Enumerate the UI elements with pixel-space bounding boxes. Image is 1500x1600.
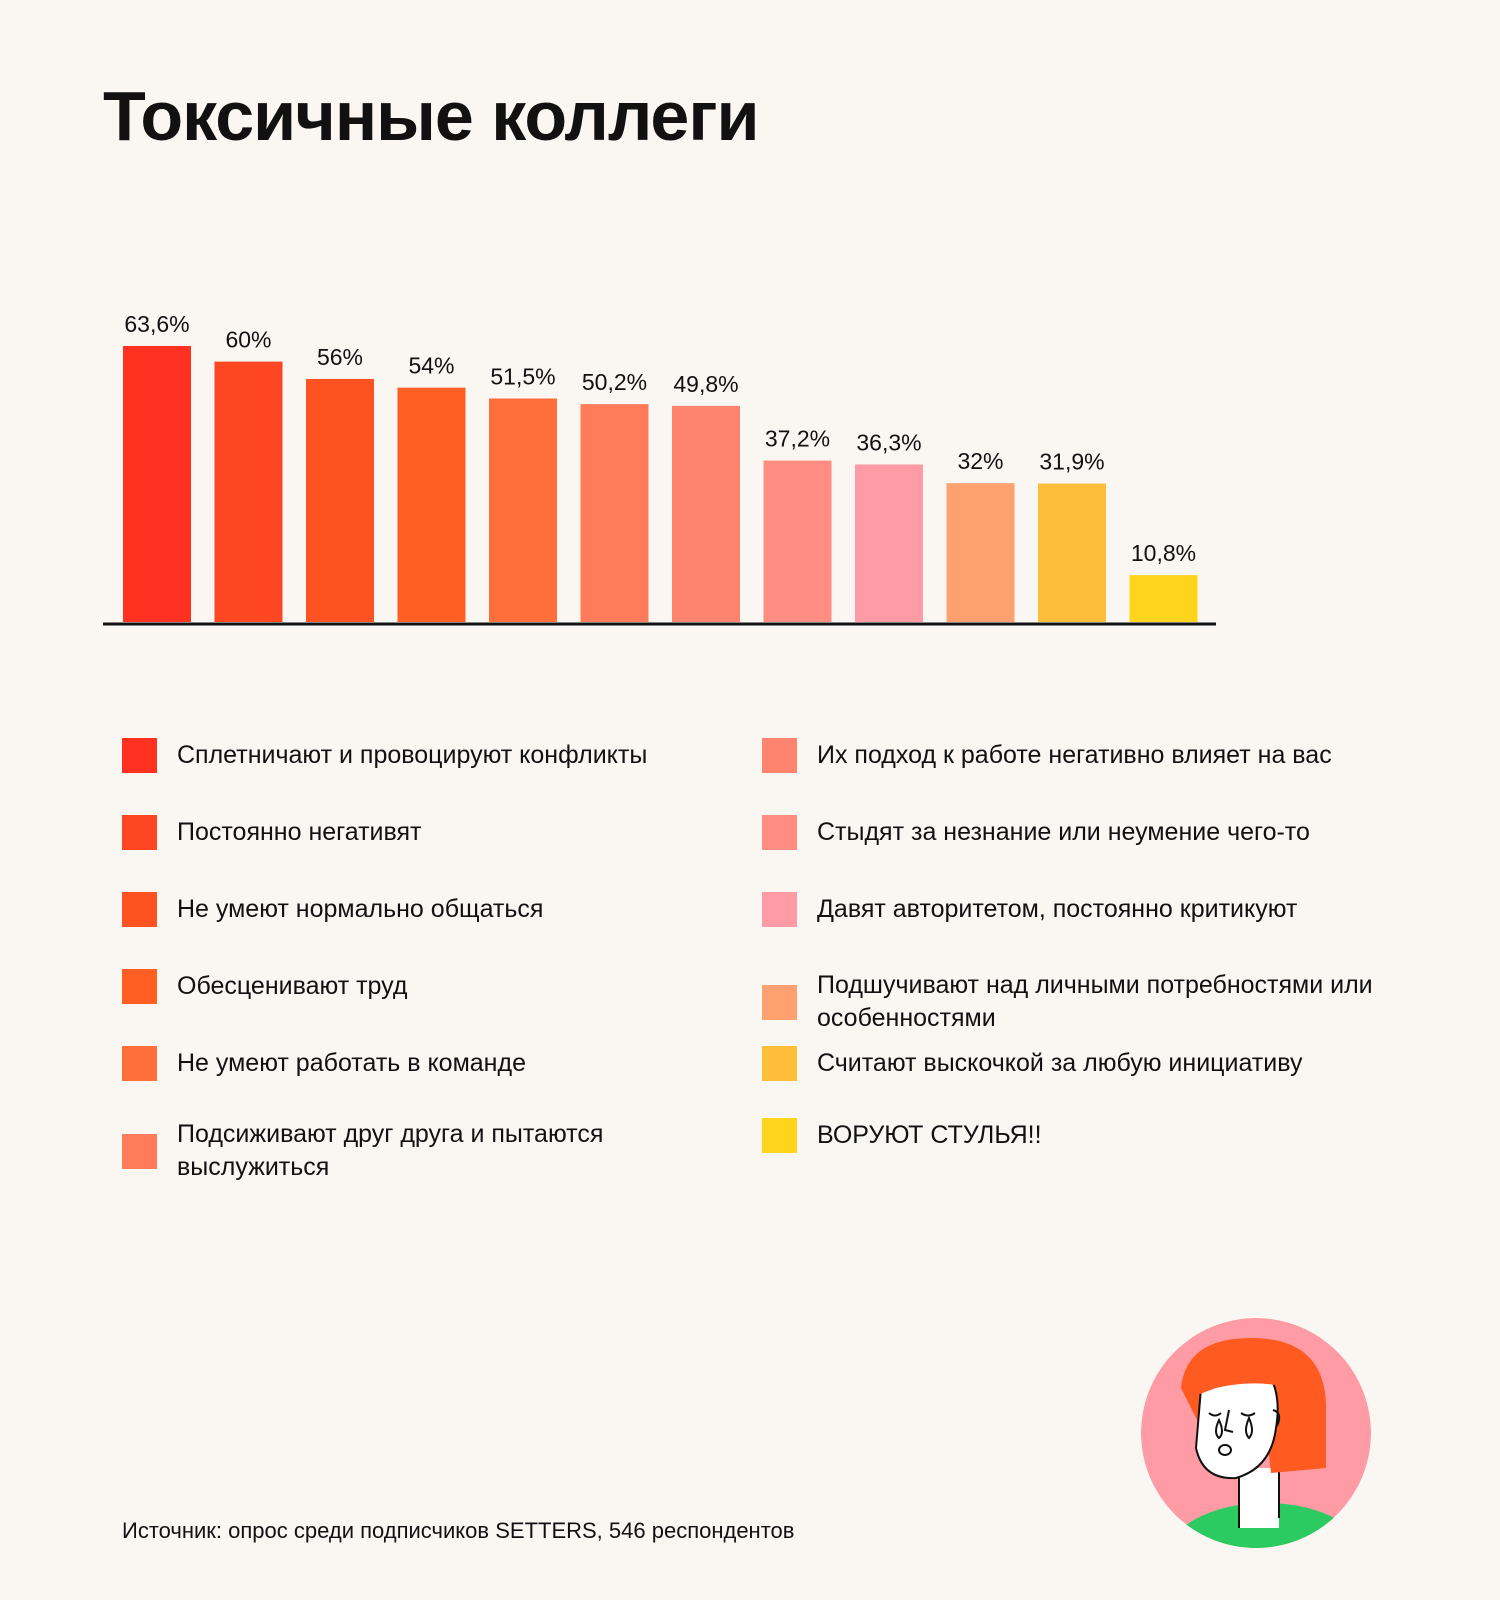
legend-swatch xyxy=(762,984,797,1020)
legend-item: Обесценивают труд xyxy=(122,969,722,1004)
legend-item: Сплетничают и провоцируют конфликты xyxy=(122,738,722,773)
legend-item: Считают выскочкой за любую инициативу xyxy=(762,1046,1422,1081)
bar-8 xyxy=(763,460,832,622)
crying-woman-illustration xyxy=(1141,1318,1371,1548)
legend-label: Стыдят за незнание или неумение чего-то xyxy=(817,818,1310,846)
bar-value-label-4: 54% xyxy=(408,353,454,379)
bar-value-label-1: 63,6% xyxy=(124,311,189,337)
legend-swatch xyxy=(762,738,797,773)
bar-value-label-3: 56% xyxy=(317,344,363,370)
legend-swatch xyxy=(122,815,157,850)
bar-10 xyxy=(946,483,1015,622)
legend-item: Давят авторитетом, постоянно критикуют xyxy=(762,892,1422,927)
bar-value-label-8: 37,2% xyxy=(765,426,830,452)
legend-label: Не умеют работать в команде xyxy=(177,1049,526,1077)
legend-item: Не умеют нормально общаться xyxy=(122,892,722,927)
source-note: Источник: опрос среди подписчиков SETTER… xyxy=(122,1518,795,1543)
bar-value-label-10: 32% xyxy=(957,448,1003,474)
legend-item: Не умеют работать в команде xyxy=(122,1046,722,1081)
bar-3 xyxy=(306,378,374,622)
legend-item: ВОРУЮТ СТУЛЬЯ!! xyxy=(762,1118,1422,1153)
bar-5 xyxy=(489,398,557,622)
bar-value-label-6: 50,2% xyxy=(582,369,647,395)
legend-swatch xyxy=(122,969,157,1004)
legend-label: Давят авторитетом, постоянно критикуют xyxy=(817,895,1298,923)
bar-12 xyxy=(1129,575,1198,622)
bar-1 xyxy=(123,345,191,622)
bar-6 xyxy=(580,404,649,622)
legend-swatch xyxy=(122,1046,157,1081)
bar-7 xyxy=(672,405,740,622)
legend-label: Подшучивают над личными потребностями ил… xyxy=(817,971,1373,1032)
bar-value-label-9: 36,3% xyxy=(856,429,921,455)
legend-item: Подшучивают над личными потребностями ил… xyxy=(762,969,1422,1035)
legend-item: Стыдят за незнание или неумение чего-то xyxy=(762,815,1422,850)
bar-value-label-11: 31,9% xyxy=(1039,449,1104,475)
legend-swatch xyxy=(762,815,797,850)
legend-swatch xyxy=(122,738,157,773)
bar-value-label-12: 10,8% xyxy=(1131,540,1196,566)
legend-swatch xyxy=(762,1046,797,1081)
legend-swatch xyxy=(762,1118,797,1153)
legend-label: Сплетничают и провоцируют конфликты xyxy=(177,741,648,769)
bar-chart: 63,6% 60% 56% 54% 51,5% 50,2% 49,8% 37,2% 36,3% 3… xyxy=(103,311,1216,626)
legend-label: Подсиживают друг друга и пытаются выслуж… xyxy=(177,1120,604,1181)
bar-value-label-5: 51,5% xyxy=(490,363,555,389)
legend-item: Подсиживают друг друга и пытаются выслуж… xyxy=(122,1118,722,1184)
legend-label: ВОРУЮТ СТУЛЬЯ!! xyxy=(817,1121,1042,1149)
chart-title: Токсичные коллеги xyxy=(103,77,760,155)
bar-value-label-7: 49,8% xyxy=(673,371,738,397)
legend-label: Их подход к работе негативно влияет на в… xyxy=(817,741,1332,769)
legend-item: Постоянно негативят xyxy=(122,815,722,850)
legend-label: Не умеют нормально общаться xyxy=(177,895,544,923)
bar-11 xyxy=(1038,483,1106,622)
bar-9 xyxy=(855,464,923,622)
legend-label: Считают выскочкой за любую инициативу xyxy=(817,1049,1303,1077)
bar-value-label-2: 60% xyxy=(225,327,271,353)
legend-swatch xyxy=(122,1133,157,1169)
bar-4 xyxy=(397,387,466,622)
legend-label: Обесценивают труд xyxy=(177,972,408,1000)
legend-item: Их подход к работе негативно влияет на в… xyxy=(762,738,1422,773)
bar-2 xyxy=(214,361,283,622)
legend-swatch xyxy=(122,892,157,927)
legend-label: Постоянно негативят xyxy=(177,818,422,846)
legend-swatch xyxy=(762,892,797,927)
